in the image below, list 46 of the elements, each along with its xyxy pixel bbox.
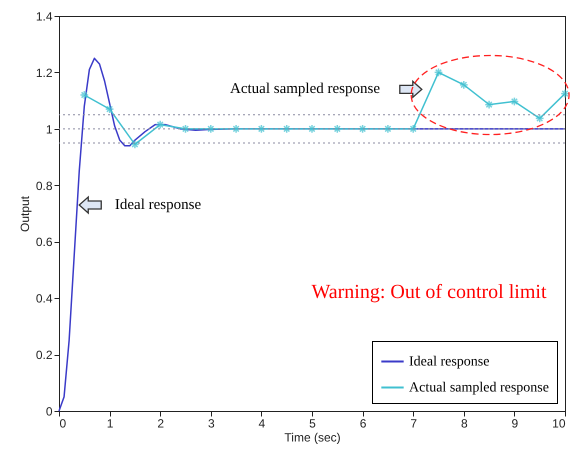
x-tick-label: 7 — [410, 416, 418, 430]
x-tick-label: 4 — [258, 416, 266, 430]
y-tick-label: 0.4 — [36, 292, 53, 306]
legend-label: Ideal response — [409, 354, 490, 370]
point — [231, 124, 241, 134]
point — [206, 124, 216, 134]
annotation: Warning: Out of control limit — [311, 281, 547, 303]
point — [156, 120, 165, 130]
x-tick-label: 0 — [60, 416, 66, 430]
point — [180, 124, 190, 134]
x-tick-label: 8 — [460, 416, 468, 430]
point — [383, 124, 393, 134]
x-tick-label: 6 — [360, 416, 367, 430]
y-tick-label: 0.8 — [36, 178, 53, 193]
point — [256, 124, 266, 134]
point — [408, 124, 418, 134]
point — [307, 124, 317, 134]
annotation: Actual sampled response — [230, 81, 380, 97]
point — [332, 124, 342, 134]
x-tick-label: 3 — [208, 416, 215, 430]
x-tick-label: 9 — [512, 416, 519, 430]
point — [104, 104, 114, 114]
legend-label: Actual sampled response — [409, 380, 549, 396]
y-tick-label: 1 — [46, 122, 53, 136]
x-tick-label: 2 — [157, 416, 164, 430]
x-axis-title: Time (sec) — [284, 430, 341, 444]
y-tick-label: 1.2 — [36, 66, 53, 80]
point — [434, 68, 444, 78]
point — [282, 124, 292, 134]
point — [459, 80, 468, 90]
point — [560, 88, 570, 98]
x-tick-label: 5 — [309, 416, 316, 430]
annotation: Ideal response — [114, 197, 202, 213]
x-tick-label: 10 — [552, 416, 566, 430]
point — [484, 100, 494, 110]
y-tick-label: 0.2 — [36, 348, 53, 362]
point — [510, 96, 520, 106]
y-tick-label: 0.6 — [36, 235, 53, 250]
y-tick-label: 0 — [46, 404, 53, 418]
x-tick-label: 1 — [106, 416, 114, 430]
y-tick-label: 1.4 — [36, 10, 53, 24]
y-axis-title: Output — [18, 195, 32, 232]
point — [80, 90, 89, 100]
point — [358, 124, 368, 134]
point — [535, 114, 544, 124]
point — [130, 140, 140, 149]
